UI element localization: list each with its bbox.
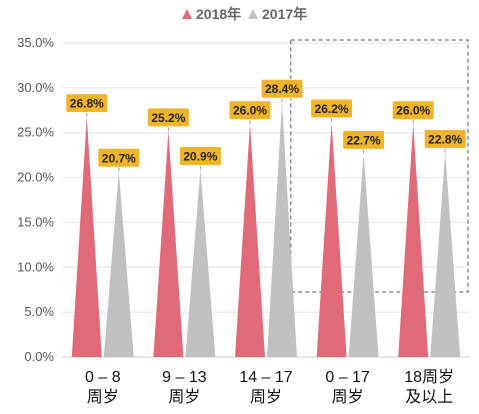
data-label-box (65, 93, 109, 114)
legend-marker (248, 9, 258, 19)
category-label: 周岁 (87, 388, 119, 406)
bar (267, 102, 297, 357)
data-label-box (228, 100, 272, 121)
data-label: 20.9% (183, 149, 217, 163)
bars (71, 102, 461, 358)
y-tick-label: 35.0% (17, 35, 54, 50)
data-label: 22.8% (428, 132, 462, 146)
bar (185, 169, 216, 357)
highlight-rect (290, 39, 469, 293)
y-tick-label: 10.0% (17, 259, 54, 274)
category-label: 9 – 13 (162, 369, 207, 386)
bar (316, 121, 347, 357)
legend-marker (182, 9, 192, 19)
data-label-box (423, 128, 467, 149)
data-label: 26.0% (396, 104, 430, 118)
category-label: 周岁 (168, 388, 200, 406)
data-label-box (97, 147, 141, 168)
data-label-box (391, 100, 435, 121)
y-tick-label: 0.0% (24, 349, 54, 364)
y-tick-label: 25.0% (17, 125, 54, 140)
legend-label: 2018年 (196, 6, 241, 22)
bar (71, 116, 102, 358)
data-label-box (260, 78, 304, 99)
bar (153, 130, 184, 357)
data-label: 26.8% (70, 97, 104, 111)
y-axis: 0.0% 5.0% 10.0% 15.0% 20.0% 25.0% 30.0% 35.0% (17, 35, 54, 364)
legend: 2018年 2017年 (182, 6, 307, 22)
y-tick-label: 5.0% (24, 304, 54, 319)
y-tick-label: 15.0% (17, 214, 54, 229)
y-tick-label: 20.0% (17, 170, 54, 185)
category-label: 0 – 8 (85, 369, 121, 386)
bar (430, 152, 461, 357)
data-label: 20.7% (102, 151, 136, 165)
highlight-box (290, 39, 469, 293)
data-label: 26.0% (233, 104, 267, 118)
data-label: 25.2% (151, 111, 185, 125)
data-label: 22.7% (347, 133, 381, 147)
data-label-box (342, 129, 386, 150)
data-label-box (178, 145, 222, 166)
data-label-box (146, 107, 190, 128)
data-label-box (310, 98, 354, 119)
data-label: 26.2% (315, 102, 349, 116)
legend-label: 2017年 (262, 6, 307, 22)
category-label: 14 – 17 (239, 369, 292, 386)
category-label: 18周岁 (404, 368, 454, 386)
category-label: 周岁 (332, 388, 364, 406)
bar (348, 153, 379, 357)
category-label: 及以上 (405, 388, 453, 406)
category-label: 0 – 17 (325, 369, 370, 386)
bar (103, 171, 134, 357)
y-tick-label: 30.0% (17, 80, 54, 95)
bar (398, 123, 429, 357)
data-label: 28.4% (265, 82, 299, 96)
bar (235, 123, 265, 357)
category-label: 周岁 (250, 388, 282, 406)
data-labels: 26.8% 20.7% 25.2% 20.9% 26.0% 28.4% 26.2% 22.7%… (65, 78, 467, 172)
